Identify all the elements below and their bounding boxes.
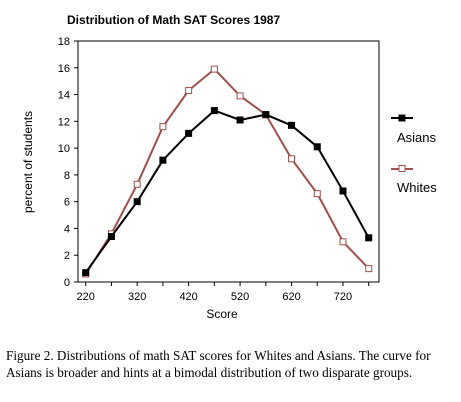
y-axis-label: percent of students [21,111,35,213]
data-point-asians [262,111,270,119]
y-tick-label: 4 [64,223,70,235]
chart-title: Distribution of Math SAT Scores 1987 [67,13,280,27]
y-tick-label: 14 [58,90,70,102]
data-point-whites [288,155,296,163]
data-point-asians [159,156,167,164]
legend: Asians Whites [391,114,437,195]
x-tick-label: 520 [231,291,249,303]
x-tick-label: 620 [282,291,300,303]
data-point-asians [210,107,218,115]
x-tick-label: 220 [77,291,95,303]
data-point-asians [107,232,115,240]
series [82,65,373,278]
data-point-whites [313,190,321,198]
x-tick-label: 720 [334,291,352,303]
data-point-asians [365,234,373,242]
data-point-asians [185,129,193,137]
legend-label-asians: Asians [397,130,437,145]
y-tick-label: 8 [64,170,70,182]
y-tick-label: 0 [64,277,70,289]
series-line-whites [84,68,370,275]
legend-label-whites: Whites [397,180,437,195]
data-point-whites [210,65,218,73]
y-tick-label: 6 [64,197,70,209]
data-point-asians [339,187,347,195]
plot-frame [77,40,380,283]
series-asians [82,107,373,277]
series-line-asians [84,109,370,274]
data-point-asians [236,116,244,124]
data-point-whites [236,92,244,100]
y-tick-label: 2 [64,250,70,262]
x-tick-label: 320 [128,291,146,303]
axes: 0 2 4 6 8 10 12 14 16 18 220 320 420 520 620 720 [58,36,370,303]
y-tick-label: 16 [58,63,70,75]
data-point-whites [365,265,373,273]
data-point-whites [133,180,141,188]
y-tick-label: 18 [58,36,70,48]
chart: Distribution of Math SAT Scores 1987 0 2 4… [21,13,437,321]
data-point-whites [185,87,193,95]
data-point-asians [288,121,296,129]
series-whites [82,65,373,278]
data-point-asians [313,143,321,151]
legend-marker-asians [398,114,406,122]
data-point-asians [133,198,141,206]
data-point-whites [159,123,167,131]
data-point-asians [82,269,90,277]
x-tick-label: 420 [179,291,197,303]
figure-caption: Figure 2. Distributions of math SAT scor… [6,348,431,380]
x-axis-label: Score [206,307,238,321]
y-tick-label: 10 [58,143,70,155]
data-point-whites [339,238,347,246]
y-tick-label: 12 [58,116,70,128]
legend-marker-whites [398,165,406,172]
